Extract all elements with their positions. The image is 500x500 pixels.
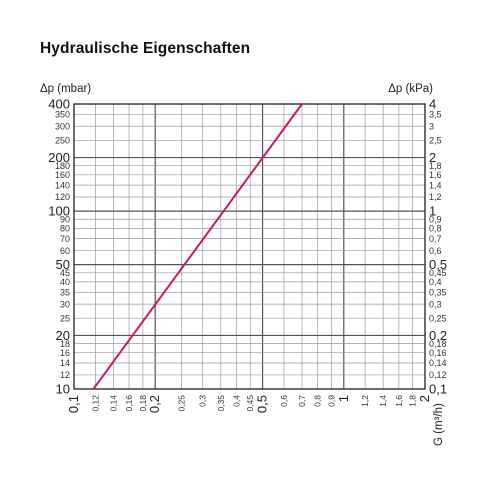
y-tick-label-right: 0,45	[429, 268, 447, 278]
y-tick-label-right: 0,4	[429, 277, 442, 287]
x-axis-label: G (m³/h)	[433, 403, 445, 446]
y-tick-label-right: 0,5	[429, 257, 447, 272]
y-tick-label-left: 80	[60, 224, 70, 234]
y-tick-label-left: 90	[60, 214, 70, 224]
y-axis-label-right: Δp (kPa)	[388, 83, 433, 95]
y-tick-label-right: 1,2	[429, 192, 442, 202]
y-tick-label-right: 1,8	[429, 161, 442, 171]
y-tick-label-right: 0,6	[429, 246, 442, 256]
x-tick-label: 0,25	[176, 395, 186, 412]
y-tick-label-right: 0,2	[429, 328, 447, 343]
x-tick-label: 1	[336, 395, 351, 402]
y-tick-label-right: 3,5	[429, 110, 442, 120]
x-tick-label: 0,18	[138, 395, 148, 412]
series-layer	[92, 103, 303, 390]
y-tick-label-left: 40	[60, 277, 70, 287]
y-tick-label-right: 2,5	[429, 136, 442, 146]
x-tick-label: 0,4	[231, 395, 241, 407]
x-tick-label: 0,5	[255, 395, 270, 413]
x-tick-label: 1,2	[360, 395, 370, 407]
x-tick-label: 0,35	[216, 395, 226, 412]
y-tick-label-left: 60	[60, 246, 70, 256]
y-tick-label-left: 120	[55, 192, 70, 202]
y-tick-label-left: 140	[55, 180, 70, 190]
y-tick-label-left: 250	[55, 136, 70, 146]
y-tick-label-right: 0,16	[429, 348, 447, 358]
y-tick-label-right: 0,7	[429, 234, 442, 244]
x-tick-label: 0,2	[147, 395, 162, 413]
y-tick-label-left: 30	[60, 299, 70, 309]
chart-title: Hydraulische Eigenschaften	[40, 40, 251, 57]
y-tick-label-right: 1	[429, 204, 436, 219]
y-tick-label-left: 200	[48, 150, 70, 165]
x-tick-label: 1,4	[378, 395, 388, 407]
y-tick-label-right: 1,4	[429, 180, 442, 190]
y-tick-label-left: 18	[60, 339, 70, 349]
x-tick-label: 0,9	[326, 395, 336, 407]
y-tick-label-left: 350	[55, 110, 70, 120]
grid	[73, 103, 426, 390]
y-tick-label-left: 10	[56, 382, 70, 397]
y-axis-label-left: Δp (mbar)	[40, 83, 91, 95]
y-tick-label-right: 0,18	[429, 339, 447, 349]
y-tick-label-left: 70	[60, 234, 70, 244]
y-tick-label-left: 20	[56, 328, 70, 343]
y-tick-label-left: 400	[48, 97, 70, 112]
y-tick-label-left: 50	[56, 257, 70, 272]
y-tick-label-right: 0,1	[429, 382, 447, 397]
x-tick-label: 0,3	[198, 395, 208, 407]
x-tick-label: 1,6	[394, 395, 404, 407]
x-tick-label: 0,8	[313, 395, 323, 407]
y-tick-label-left: 300	[55, 121, 70, 131]
plot-frame	[73, 103, 426, 390]
y-tick-label-left: 180	[55, 161, 70, 171]
y-tick-label-left: 12	[60, 370, 70, 380]
x-tick-label: 1,8	[408, 395, 418, 407]
y-tick-label-left: 160	[55, 170, 70, 180]
x-tick-label: 0,12	[90, 395, 100, 412]
y-tick-label-right: 0,9	[429, 214, 442, 224]
x-tick-label: 0,45	[245, 395, 255, 412]
x-tick-label: 0,14	[108, 395, 118, 412]
series-line	[92, 103, 303, 390]
y-tick-label-right: 3	[429, 121, 434, 131]
y-tick-label-right: 1,6	[429, 170, 442, 180]
y-tick-label-left: 16	[60, 348, 70, 358]
x-tick-label: 0,16	[124, 395, 134, 412]
y-tick-label-left: 25	[60, 313, 70, 323]
x-tick-label: 0,7	[297, 395, 307, 407]
x-tick-label: 0,1	[66, 395, 81, 413]
y-tick-label-left: 14	[60, 358, 70, 368]
y-tick-label-left: 45	[60, 268, 70, 278]
y-tick-label-right: 0,14	[429, 358, 447, 368]
y-tick-label-right: 0,25	[429, 313, 447, 323]
y-tick-label-right: 4	[429, 97, 436, 112]
tick-labels: 0,1 0,12 0,14 0,16 0,18 0,2 0,25 0,3 0,35 0,4 0,45…	[48, 97, 447, 414]
y-tick-label-left: 35	[60, 287, 70, 297]
y-tick-label-right: 0,12	[429, 370, 447, 380]
y-tick-label-right: 0,3	[429, 299, 442, 309]
plot-border	[73, 103, 426, 390]
y-tick-label-right: 0,8	[429, 224, 442, 234]
x-tick-label: 0,6	[279, 395, 289, 407]
y-tick-label-right: 2	[429, 150, 436, 165]
y-tick-label-left: 100	[48, 204, 70, 219]
x-tick-label: 2	[417, 395, 432, 402]
y-tick-label-right: 0,35	[429, 287, 447, 297]
